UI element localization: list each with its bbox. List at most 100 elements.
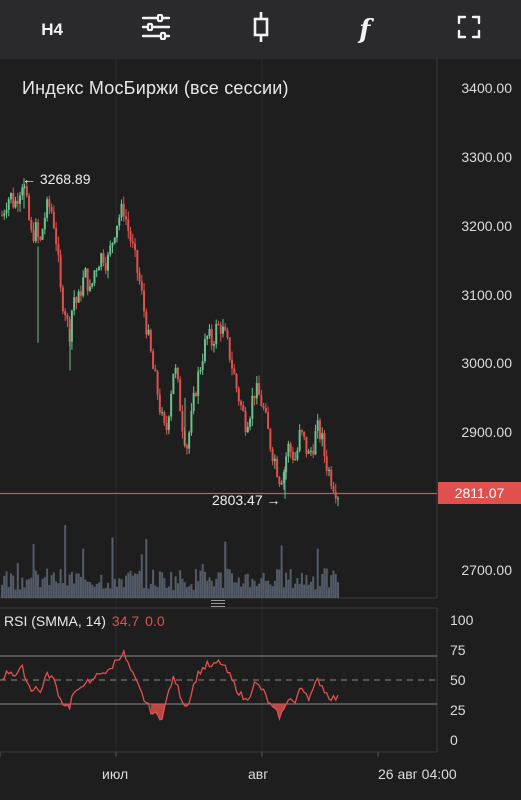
indicator-function-icon: f [359, 14, 371, 45]
rsi-line [1, 648, 339, 722]
candle-body [172, 373, 175, 394]
volume-bar [172, 589, 175, 598]
volume-bar [95, 583, 98, 598]
price-axis-label: 2700.00 [461, 562, 512, 578]
volume-bar [174, 576, 177, 598]
candle-body [289, 443, 292, 452]
rsi-panel [0, 648, 437, 722]
candlestick-icon [252, 11, 270, 48]
candle-body [212, 344, 215, 346]
volume-bar [303, 584, 306, 598]
volume-bar [111, 537, 114, 598]
volume-bar [183, 582, 186, 598]
volume-bar [260, 578, 263, 598]
candle-body [136, 250, 139, 273]
candle-body [246, 426, 249, 433]
candle-body [285, 456, 288, 473]
volume-bar [278, 569, 281, 598]
volume-bar [37, 574, 40, 598]
candle-body [330, 469, 333, 487]
volume-bars [1, 525, 339, 598]
candle-body [210, 329, 213, 346]
candle-body [111, 242, 114, 246]
volume-bar [125, 575, 128, 598]
candle-body [332, 486, 335, 492]
volume-bar [19, 589, 22, 598]
candle-body [143, 290, 146, 312]
candle-body [140, 281, 143, 291]
candle-body [251, 395, 254, 419]
candle-body [325, 456, 328, 472]
price-axis-label: 3400.00 [461, 80, 512, 96]
candle-body [5, 209, 8, 214]
volume-bar [55, 581, 58, 598]
rsi-legend[interactable]: RSI (SMMA, 14) 34.7 0.0 [4, 613, 165, 629]
volume-bar [258, 583, 261, 598]
candle-body [19, 195, 22, 204]
volume-bar [68, 574, 71, 598]
candle-body [61, 287, 64, 312]
candle-body [118, 217, 121, 226]
volume-bar [39, 587, 42, 598]
volume-bar [323, 568, 326, 598]
candle-body [203, 339, 206, 362]
current-price-tag: 2811.07 [438, 482, 521, 504]
candle-body [303, 431, 306, 437]
candle-body [109, 245, 112, 255]
price-axis-label: 2900.00 [461, 424, 512, 440]
candle-body [165, 423, 168, 431]
candle-body [316, 420, 319, 432]
volume-bar [294, 583, 297, 598]
volume-bar [25, 579, 28, 598]
volume-bar [167, 586, 170, 598]
indicators-button[interactable]: f [313, 0, 417, 59]
price-axis-label: 3200.00 [461, 218, 512, 234]
volume-bar [88, 582, 91, 598]
panel-resize-handle[interactable] [211, 600, 225, 607]
candle-body [242, 405, 245, 412]
candle-body [258, 383, 261, 396]
volume-bar [147, 588, 150, 598]
volume-bar [7, 587, 10, 598]
volume-bar [316, 548, 319, 598]
volume-bar [228, 569, 231, 598]
fullscreen-button[interactable] [417, 0, 521, 59]
volume-bar [16, 563, 19, 598]
volume-bar [64, 525, 67, 598]
candle-body [145, 311, 148, 335]
rsi-oversold-fill [272, 704, 287, 719]
candle-body [206, 336, 209, 340]
timeframe-button[interactable]: H4 [0, 0, 104, 59]
candle-body [84, 268, 87, 278]
candle-body [262, 406, 265, 408]
candle-body [269, 429, 272, 450]
volume-bar [46, 568, 49, 598]
candle-body [226, 330, 229, 338]
candle-body [228, 337, 231, 360]
volume-bar [312, 576, 315, 598]
volume-bar [75, 573, 78, 598]
candle-body [73, 297, 76, 311]
volume-bar [194, 569, 197, 598]
candle-body [233, 368, 236, 375]
candle-body [170, 393, 173, 417]
volume-bar [102, 588, 105, 598]
timeframe-label: H4 [41, 19, 63, 39]
candle-body [163, 412, 166, 424]
candle-body [127, 219, 130, 232]
candle-body [167, 416, 170, 431]
candle-body [298, 430, 301, 451]
candle-body [43, 217, 46, 230]
chart-type-button[interactable] [208, 0, 312, 59]
volume-bar [109, 588, 112, 598]
volume-bar [321, 574, 324, 598]
volume-bar [190, 584, 193, 598]
volume-bar [149, 583, 152, 598]
candle-body [231, 359, 234, 369]
candle-body [176, 367, 179, 380]
candle-body [280, 483, 283, 485]
chart-settings-button[interactable] [104, 0, 208, 59]
volume-bar [43, 577, 46, 598]
rsi-value-2: 0.0 [145, 613, 165, 629]
